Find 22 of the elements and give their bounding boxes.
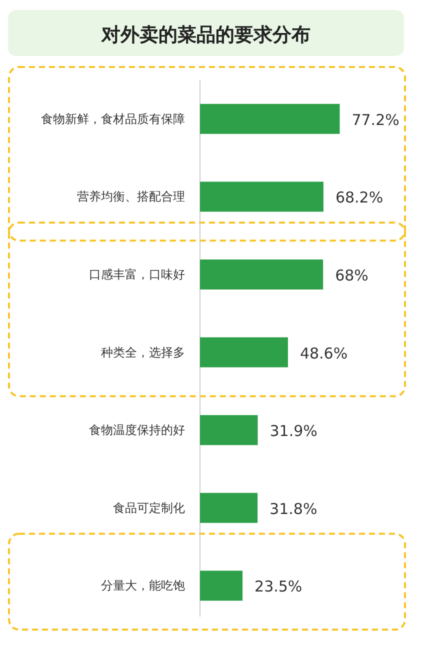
data-label: 23.5%	[254, 578, 302, 596]
bar	[200, 182, 324, 212]
data-label: 48.6%	[300, 344, 348, 362]
bar	[200, 570, 243, 601]
y-tick-label: 食物新鲜，食材品质有保障	[41, 112, 185, 126]
y-tick-label: 食品可定制化	[113, 500, 185, 515]
y-tick-label: 种类全，选择多	[101, 345, 185, 360]
y-tick-label: 分量大，能吃饱	[101, 578, 185, 593]
y-tick-label: 营养均衡、搭配合理	[77, 190, 185, 204]
data-label: 68%	[335, 266, 368, 284]
bar	[200, 492, 258, 523]
bar	[200, 337, 288, 368]
y-tick-label: 食物温度保持的好	[89, 423, 185, 438]
bar	[200, 260, 324, 290]
chart-title: 对外卖的菜品的要求分布	[100, 24, 310, 46]
bar	[200, 104, 340, 134]
data-label: 68.2%	[335, 188, 384, 207]
data-label: 31.9%	[270, 422, 318, 440]
bar	[200, 415, 258, 446]
data-label: 77.2%	[352, 110, 400, 129]
data-label: 31.8%	[270, 500, 318, 518]
y-tick-label: 口感丰富，口味好	[89, 268, 185, 282]
